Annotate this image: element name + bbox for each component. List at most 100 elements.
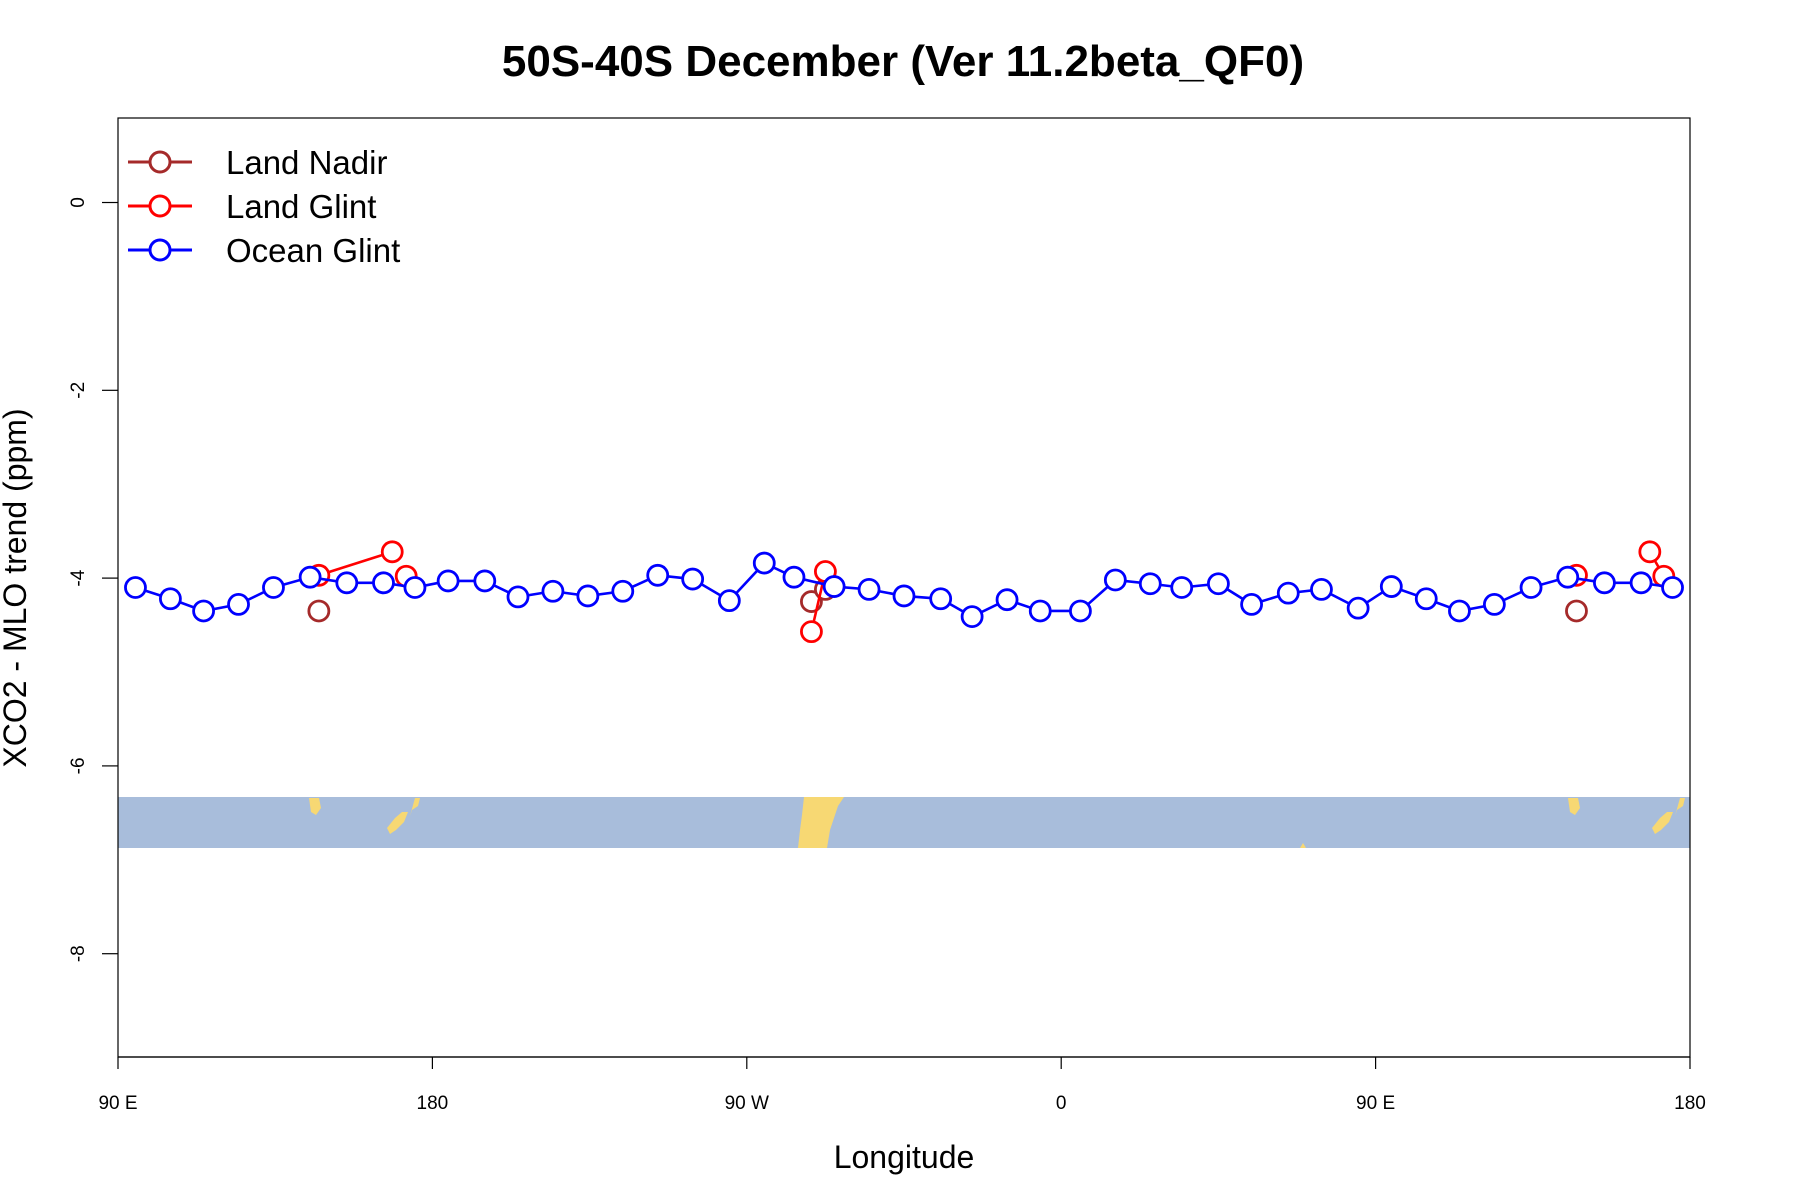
data-point-ocean-glint — [892, 584, 916, 608]
land-new-zealand — [387, 798, 420, 834]
legend-label-land-glint: Land Glint — [226, 188, 376, 225]
data-point-ocean-glint — [1103, 568, 1127, 592]
data-point-ocean-glint — [1138, 572, 1162, 596]
data-point-ocean-glint — [1276, 581, 1300, 605]
x-axis: 90 E 180 90 W 0 90 E 180 — [98, 1056, 1706, 1114]
data-point-ocean-glint — [1346, 596, 1370, 620]
y-tick: -2 — [68, 382, 118, 399]
data-point-ocean-glint — [1207, 572, 1230, 596]
data-point-ocean-glint — [473, 569, 497, 593]
series-layer — [124, 540, 1684, 644]
data-point-ocean-glint — [822, 575, 846, 598]
data-point-ocean-glint — [929, 587, 953, 611]
data-point-ocean-glint — [541, 579, 565, 603]
data-point-ocean-glint — [857, 577, 881, 601]
data-point-ocean-glint — [576, 584, 600, 608]
data-point-ocean-glint — [1482, 593, 1506, 616]
data-point-ocean-glint — [681, 567, 705, 591]
land-island — [1300, 843, 1306, 848]
legend-label-land-nadir: Land Nadir — [226, 144, 387, 181]
data-point-ocean-glint — [646, 563, 670, 587]
data-point-ocean-glint — [1556, 565, 1580, 589]
data-point-ocean-glint — [1170, 576, 1194, 599]
x-axis-label: Longitude — [834, 1139, 975, 1175]
legend-label-ocean-glint: Ocean Glint — [226, 232, 400, 269]
x-tick-label: 90 E — [1356, 1093, 1395, 1114]
data-point-ocean-glint — [372, 571, 395, 595]
data-point-ocean-glint — [403, 576, 427, 599]
y-tick-label: -4 — [68, 569, 89, 586]
legend-entry-ocean-glint: Ocean Glint — [128, 232, 400, 269]
series-line-land-glint — [318, 550, 393, 577]
x-tick-label: 90 W — [725, 1093, 769, 1114]
legend-marker-land-glint — [148, 194, 172, 218]
legend-marker-ocean-glint — [148, 238, 172, 262]
data-point-ocean-glint — [995, 588, 1019, 612]
land-new-zealand-2 — [1652, 798, 1685, 834]
data-point-ocean-glint — [298, 565, 322, 589]
data-point-ocean-glint — [1629, 571, 1653, 595]
x-tick: 90 W — [725, 1057, 769, 1114]
y-tick-label: -8 — [68, 945, 89, 962]
land-shapes — [309, 797, 1685, 848]
legend-entry-land-glint: Land Glint — [128, 188, 376, 225]
ocean-band — [118, 797, 1690, 848]
data-point-ocean-glint — [960, 605, 984, 629]
data-point-ocean-glint — [262, 576, 285, 599]
land-tasmania — [309, 798, 321, 815]
data-point-ocean-glint — [1593, 571, 1616, 595]
y-tick: -6 — [68, 757, 118, 774]
data-point-ocean-glint — [782, 565, 806, 589]
x-tick-label: 0 — [1056, 1093, 1067, 1114]
data-point-ocean-glint — [335, 571, 359, 595]
data-point-ocean-glint — [158, 587, 182, 611]
y-tick-label: -2 — [68, 382, 89, 399]
data-point-ocean-glint — [611, 579, 635, 603]
x-tick: 90 E — [1356, 1057, 1395, 1114]
x-tick: 0 — [1056, 1057, 1067, 1114]
y-tick-label: -6 — [68, 757, 89, 774]
x-tick-label: 180 — [417, 1093, 449, 1114]
data-point-land-nadir — [1565, 599, 1588, 623]
data-point-ocean-glint — [1028, 599, 1052, 623]
land-south-america — [798, 797, 844, 848]
y-axis-label: XCO2 - MLO trend (ppm) — [0, 408, 33, 767]
data-point-ocean-glint — [192, 599, 215, 623]
x-tick-label: 90 E — [98, 1093, 137, 1114]
data-point-ocean-glint — [1519, 576, 1543, 599]
data-point-land-glint — [1638, 540, 1662, 564]
data-point-ocean-glint — [752, 551, 776, 575]
x-tick: 180 — [1674, 1057, 1706, 1114]
series-ocean-glint — [124, 551, 1684, 629]
legend-marker-land-nadir — [148, 150, 172, 174]
data-point-ocean-glint — [1310, 577, 1333, 601]
data-point-ocean-glint — [1240, 593, 1263, 616]
data-point-ocean-glint — [1414, 587, 1438, 611]
data-point-ocean-glint — [1379, 575, 1403, 598]
data-point-land-glint — [800, 620, 823, 644]
data-point-ocean-glint — [1448, 599, 1471, 623]
legend: Land Nadir Land Glint Ocean Glint — [128, 144, 400, 269]
data-point-ocean-glint — [124, 576, 147, 599]
y-tick-label: 0 — [68, 197, 89, 208]
y-tick: 0 — [68, 197, 118, 208]
data-point-ocean-glint — [717, 589, 741, 613]
data-point-ocean-glint — [506, 585, 530, 609]
data-point-ocean-glint — [1069, 599, 1092, 623]
data-point-ocean-glint — [1661, 576, 1684, 599]
x-tick: 180 — [417, 1057, 449, 1114]
data-point-ocean-glint — [227, 593, 250, 616]
land-tasmania-2 — [1568, 798, 1580, 815]
x-tick: 90 E — [98, 1057, 138, 1114]
data-point-ocean-glint — [436, 569, 460, 593]
data-point-land-glint — [380, 540, 404, 564]
y-tick: -4 — [68, 569, 118, 587]
x-tick-label: 180 — [1674, 1093, 1706, 1114]
data-point-land-nadir — [307, 599, 331, 623]
y-tick: -8 — [68, 945, 118, 962]
map-background — [118, 797, 1690, 848]
y-axis: 0 -2 -4 -6 -8 — [68, 197, 118, 962]
legend-entry-land-nadir: Land Nadir — [128, 144, 387, 181]
chart-title: 50S-40S December (Ver 11.2beta_QF0) — [502, 37, 1304, 86]
